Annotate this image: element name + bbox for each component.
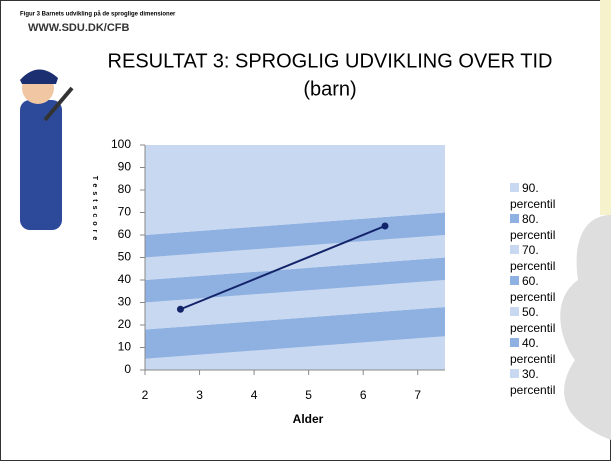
y-tick-label: 70 <box>118 205 132 219</box>
x-tick-label: 6 <box>360 388 367 402</box>
x-axis-label: Alder <box>293 412 324 426</box>
boy-illustration <box>20 69 74 230</box>
legend-label: 50. percentil <box>510 305 556 335</box>
x-tick-label: 3 <box>196 388 203 402</box>
legend-swatch <box>510 307 519 316</box>
legend-entry: 30. percentil <box>510 366 568 398</box>
legend-entry: 50. percentil <box>510 304 568 336</box>
legend-label: 90. percentil <box>510 181 556 211</box>
area-band <box>145 336 445 370</box>
x-tick-label: 4 <box>251 388 258 402</box>
legend-entry: 60. percentil <box>510 273 568 305</box>
y-tick-label: 40 <box>118 272 132 286</box>
area-band <box>145 235 445 280</box>
y-tick-label: 80 <box>118 182 132 196</box>
x-tick-label: 7 <box>414 388 421 402</box>
area-band <box>145 145 445 235</box>
x-tick-label: 2 <box>142 388 149 402</box>
line-point <box>176 305 184 313</box>
y-tick-label: 100 <box>111 137 131 151</box>
x-tick-label: 5 <box>305 388 312 402</box>
legend-swatch <box>510 338 519 347</box>
area-band <box>145 257 445 303</box>
legend-swatch <box>510 214 519 223</box>
y-tick-label: 20 <box>118 317 132 331</box>
legend-entry: 40. percentil <box>510 335 568 367</box>
y-tick-label: 60 <box>118 227 132 241</box>
legend-label: 80. percentil <box>510 212 556 242</box>
y-tick-label: 50 <box>118 250 132 264</box>
legend-swatch <box>510 245 519 254</box>
legend-label: 40. percentil <box>510 336 556 366</box>
slide-subtitle: (barn) <box>303 78 356 100</box>
legend-swatch <box>510 276 519 285</box>
legend-swatch <box>510 369 519 378</box>
silhouette <box>560 215 611 440</box>
slide-title: RESULTAT 3: SPROGLIG UDVIKLING OVER TID <box>108 50 553 72</box>
legend-label: 60. percentil <box>510 274 556 304</box>
line <box>180 225 386 311</box>
y-tick-label: 90 <box>118 160 132 174</box>
area-band <box>145 307 445 359</box>
site: WWW.SDU.DK/CFB <box>28 22 129 34</box>
y-axis-label: Testscore <box>91 176 98 245</box>
area-band <box>145 212 445 258</box>
side-strip <box>600 0 611 215</box>
legend-swatch <box>510 183 519 192</box>
area-band <box>145 280 445 330</box>
y-tick-label: 0 <box>124 362 131 376</box>
caption: Figur 3 Barnets udvikling på de sproglig… <box>20 11 176 18</box>
legend-entry: 90. percentil <box>510 180 568 212</box>
legend-label: 70. percentil <box>510 243 556 273</box>
legend-entry: 80. percentil <box>510 211 568 243</box>
y-tick-label: 30 <box>118 295 132 309</box>
legend-entry: 70. percentil <box>510 242 568 274</box>
y-tick-label: 10 <box>118 340 132 354</box>
legend-label: 30. percentil <box>510 367 556 397</box>
line-point <box>381 222 389 230</box>
